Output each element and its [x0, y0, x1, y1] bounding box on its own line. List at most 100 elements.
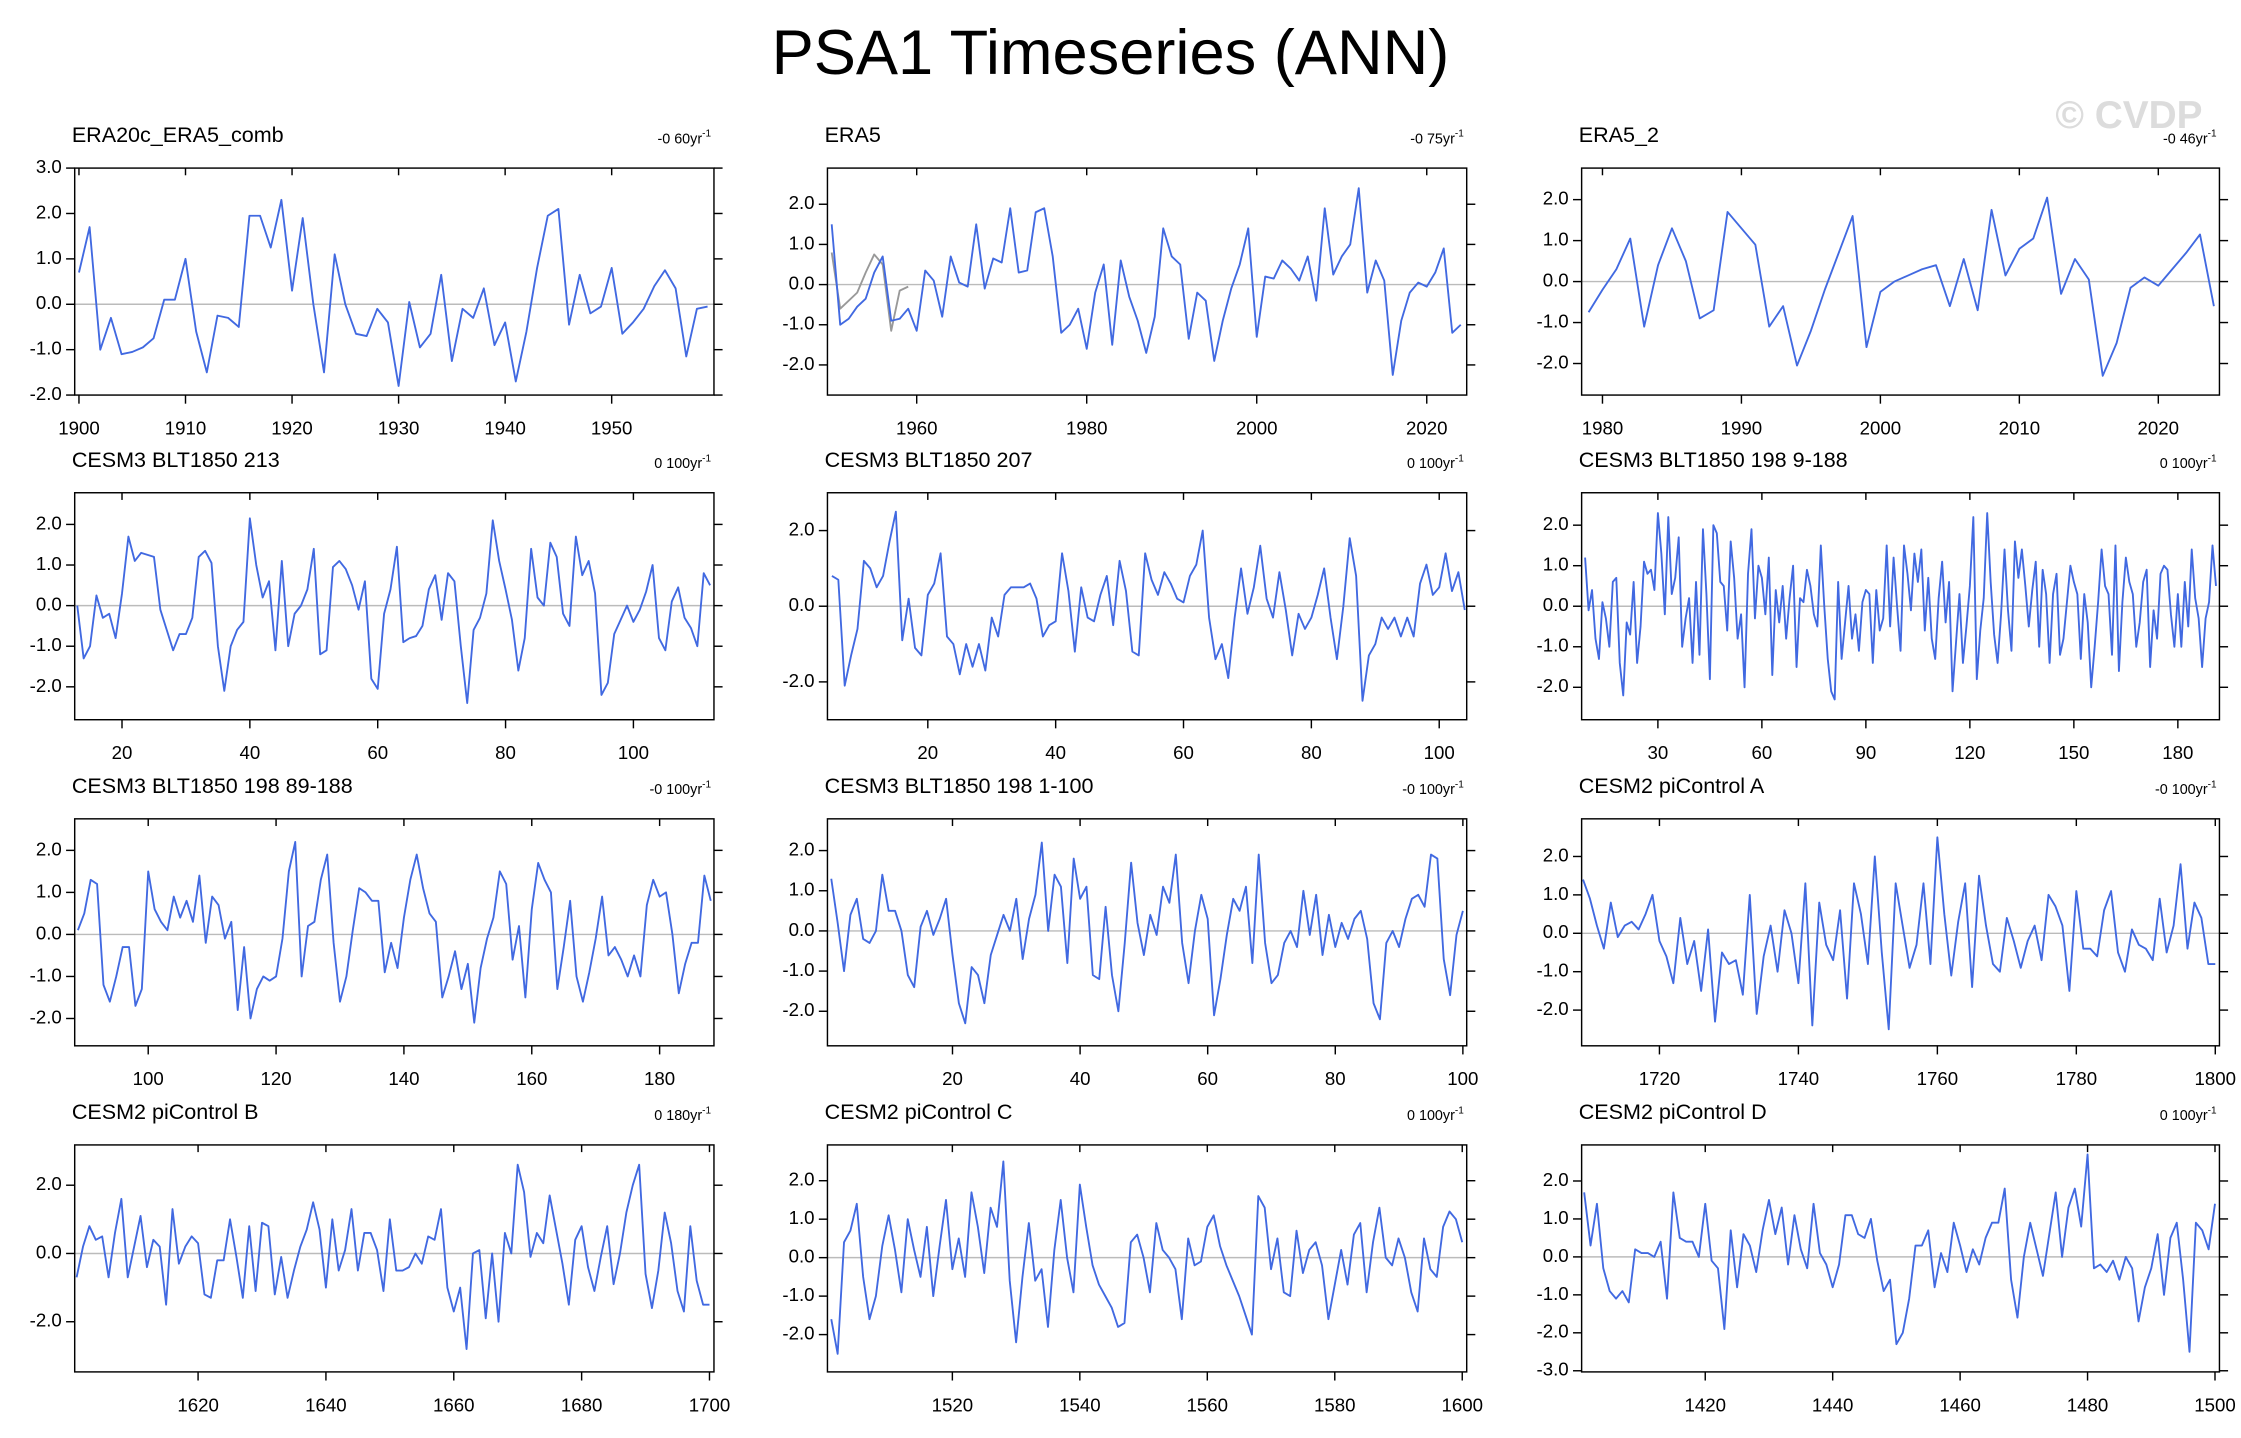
trend-label: -0 60yr-1 [657, 128, 711, 147]
x-tick-label: 1680 [561, 1394, 603, 1415]
y-tick-label: 2.0 [789, 519, 815, 540]
trend-exponent: -1 [1455, 128, 1464, 139]
plot-frame [826, 167, 1468, 396]
y-tick-label: -1.0 [1537, 635, 1569, 656]
x-tick-label: 1700 [689, 1394, 731, 1415]
x-tick-label: 120 [1954, 742, 1985, 763]
y-tick-label: -2.0 [30, 675, 62, 696]
plot-area [76, 517, 711, 705]
y-tick-label: 0.0 [36, 1241, 62, 1262]
panel-title: CESM3 BLT1850 207 [825, 448, 1033, 472]
x-tick-label: 1900 [58, 417, 100, 438]
trend-exponent: -1 [1455, 1105, 1464, 1116]
x-tick-label: 160 [516, 1068, 547, 1089]
trend-exponent: -1 [702, 128, 711, 139]
y-tick-label: 2.0 [1543, 188, 1569, 209]
plot-area [75, 1163, 710, 1350]
y-tick-label: 0.0 [789, 1246, 815, 1267]
x-tick-label: 1480 [2067, 1394, 2109, 1415]
trend-label: 0 100yr-1 [1407, 453, 1464, 472]
x-tick-label: 40 [239, 742, 260, 763]
trend-label: 0 100yr-1 [2160, 453, 2217, 472]
y-tick-label: 1.0 [1543, 229, 1569, 250]
plot-area [1583, 1153, 2216, 1353]
y-tick-label: 3.0 [36, 156, 62, 177]
y-tick-label: -1.0 [782, 959, 814, 980]
panel-title: ERA5_2 [1579, 123, 1659, 147]
trend-label: -0 46yr-1 [2163, 128, 2217, 147]
y-tick-label: -2.0 [1537, 675, 1569, 696]
x-tick-label: 1990 [1721, 417, 1763, 438]
series-line [830, 841, 1464, 1025]
panel-title: CESM3 BLT1850 198 9-188 [1579, 448, 1848, 472]
trend-value: 0 100yr [654, 456, 702, 472]
panel-title: CESM2 piControl D [1579, 1100, 1767, 1124]
y-tick-label: -2.0 [30, 1006, 62, 1027]
series-line [77, 841, 712, 1024]
y-tick-label: 2.0 [36, 838, 62, 859]
x-tick-label: 1540 [1059, 1394, 1101, 1415]
y-tick-label: 1.0 [36, 247, 62, 268]
x-tick-label: 1780 [2056, 1068, 2098, 1089]
trend-value: 0 100yr [1407, 1108, 1455, 1124]
x-tick-label: 180 [644, 1068, 675, 1089]
y-tick-label: 2.0 [36, 1173, 62, 1194]
x-tick-label: 2020 [2138, 417, 2180, 438]
y-tick-label: -1.0 [1537, 960, 1569, 981]
trend-value: -0 60yr [657, 131, 702, 147]
x-tick-label: 1980 [1582, 417, 1624, 438]
trend-value: -0 100yr [1402, 782, 1455, 798]
y-tick-label: 1.0 [789, 232, 815, 253]
x-tick-label: 1460 [1939, 1394, 1981, 1415]
panel-title: CESM3 BLT1850 198 1-100 [825, 774, 1094, 798]
x-tick-label: 1950 [591, 417, 633, 438]
x-tick-label: 80 [1325, 1068, 1346, 1089]
plot-area [77, 841, 712, 1024]
x-tick-label: 1940 [484, 417, 526, 438]
y-tick-label: -2.0 [782, 1323, 814, 1344]
panel: CESM3 BLT1850 207 0 100yr-1 2.0 0.0 -2.0 20 40… [782, 448, 1476, 763]
trend-label: 0 180yr-1 [654, 1105, 711, 1124]
y-tick-label: 2.0 [789, 839, 815, 860]
y-tick-label: 1.0 [789, 879, 815, 900]
y-tick-label: -1.0 [1537, 310, 1569, 331]
series-line [830, 1160, 1464, 1355]
trend-exponent: -1 [1455, 453, 1464, 464]
y-tick-label: -2.0 [30, 1310, 62, 1331]
y-tick-label: -3.0 [1537, 1359, 1569, 1380]
trend-exponent: -1 [2208, 779, 2217, 790]
trend-label: -0 75yr-1 [1410, 128, 1464, 147]
trend-value: 0 180yr [654, 1108, 702, 1124]
x-tick-label: 20 [942, 1068, 963, 1089]
y-tick-label: 0.0 [36, 922, 62, 943]
x-tick-label: 90 [1855, 742, 1876, 763]
series-line [78, 198, 708, 387]
series-line [75, 1163, 710, 1350]
trend-label: -0 100yr-1 [2155, 779, 2217, 798]
series-line [76, 517, 711, 705]
panel: CESM2 piControl C 0 100yr-1 2.0 1.0 0.0 -1.0 -… [782, 1100, 1483, 1415]
plot-frame [826, 492, 1468, 721]
y-tick-label: 2.0 [1543, 1169, 1569, 1190]
panel: ERA20c_ERA5_comb -0 60yr-1 3.0 2.0 1.0 0.0 -1.… [30, 123, 723, 438]
plot-frame [1580, 492, 2221, 721]
x-tick-label: 100 [1424, 742, 1455, 763]
x-tick-label: 1720 [1639, 1068, 1681, 1089]
y-tick-label: 2.0 [36, 201, 62, 222]
y-tick-label: -1.0 [782, 1284, 814, 1305]
y-tick-label: 2.0 [36, 512, 62, 533]
x-tick-label: 60 [1197, 1068, 1218, 1089]
trend-value: 0 100yr [1407, 456, 1455, 472]
x-tick-label: 2000 [1860, 417, 1902, 438]
y-tick-label: -2.0 [782, 353, 814, 374]
y-tick-label: -1.0 [30, 634, 62, 655]
panel-title: ERA5 [825, 123, 881, 147]
x-tick-label: 80 [1301, 742, 1322, 763]
plot-frame [1580, 818, 2221, 1047]
x-tick-label: 1420 [1684, 1394, 1726, 1415]
y-tick-label: 0.0 [789, 919, 815, 940]
plot-area [1587, 196, 2215, 377]
trend-label: -0 100yr-1 [649, 779, 711, 798]
x-tick-label: 100 [618, 742, 649, 763]
